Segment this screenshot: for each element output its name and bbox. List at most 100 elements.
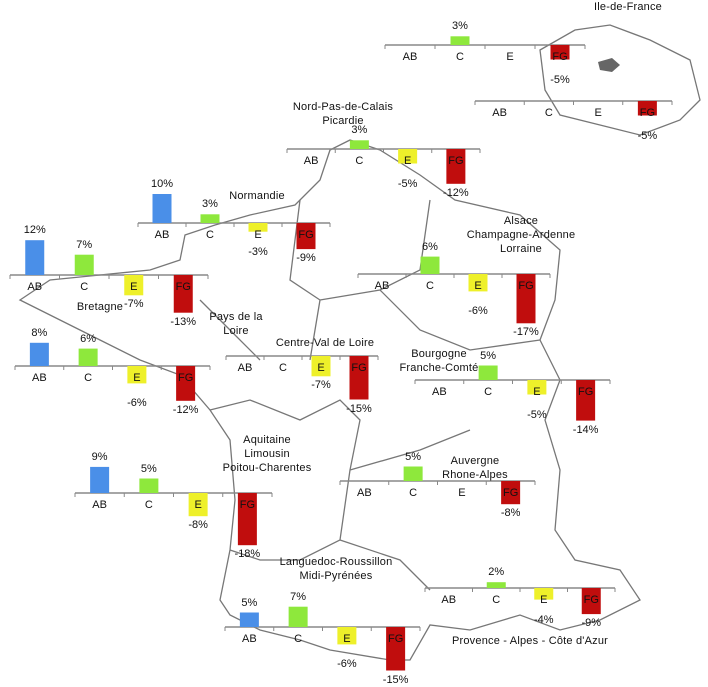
bar-E: [527, 380, 547, 395]
value-label: 5%: [405, 450, 422, 463]
value-label: 3%: [351, 124, 368, 137]
value-label: -7%: [123, 298, 144, 311]
value-label: -6%: [337, 658, 357, 671]
value-label: 7%: [76, 238, 93, 251]
value-label: 6%: [80, 332, 97, 345]
category-label: E: [533, 386, 541, 398]
chart-idf-1: [384, 36, 586, 60]
category-label: AB: [154, 229, 170, 241]
region-name: Languedoc-Roussillon Midi-Pyrénées: [279, 556, 393, 582]
category-label: E: [130, 281, 138, 293]
category-label: C: [279, 362, 287, 374]
category-label: C: [426, 280, 434, 292]
bar-AB: [29, 342, 49, 366]
value-label: -3%: [248, 245, 268, 258]
region-name: Auvergne Rhone-Alpes: [442, 455, 508, 481]
value-label: -5%: [637, 129, 658, 142]
bar-E: [127, 366, 147, 384]
category-label: FG: [239, 499, 256, 511]
region-name: Aquitaine Limousin Poitou-Charentes: [222, 434, 312, 474]
category-label: E: [506, 51, 514, 63]
bar-C: [200, 214, 220, 223]
chart-idf-2: [474, 100, 673, 116]
category-label: FG: [177, 372, 194, 384]
france-border: [18, 139, 641, 661]
category-label: E: [343, 633, 351, 645]
bar-FG: [516, 274, 536, 324]
bar-FG: [637, 101, 657, 116]
value-label: 12%: [23, 224, 46, 237]
region-borders: [199, 199, 541, 591]
paris-shape: [598, 58, 620, 72]
value-label: 8%: [31, 326, 48, 339]
value-label: 7%: [290, 590, 307, 603]
bar-E: [468, 274, 488, 292]
bar-FG: [446, 149, 466, 184]
category-label: AB: [32, 372, 47, 384]
value-label: 5%: [140, 462, 157, 475]
category-label: C: [492, 594, 501, 606]
bar-AB: [90, 466, 110, 493]
region-name: Bretagne: [76, 301, 124, 313]
value-label: -14%: [572, 423, 599, 436]
region-name: Provence - Alpes - Côte d'Azur: [451, 635, 609, 647]
chart-nord: [286, 140, 481, 184]
region-name: Ile-de-France: [593, 1, 662, 13]
category-label: E: [254, 229, 262, 241]
chart-pdl: [14, 342, 211, 401]
chart-lrmp: [224, 606, 421, 671]
chart-centre: [225, 355, 379, 400]
bar-C: [288, 606, 308, 627]
bar-AB: [25, 240, 45, 275]
value-label: -6%: [468, 305, 488, 318]
category-label: FG: [639, 107, 656, 119]
category-label: AB: [92, 499, 107, 511]
category-label: C: [84, 372, 93, 384]
category-label: E: [133, 372, 141, 384]
category-label: AB: [432, 386, 447, 398]
category-label: FG: [387, 633, 404, 645]
category-label: C: [544, 107, 553, 119]
value-label: 5%: [480, 349, 497, 362]
value-label: -12%: [172, 403, 199, 416]
bar-FG: [576, 380, 596, 421]
value-label: -5%: [550, 73, 570, 86]
value-label: 3%: [202, 198, 218, 211]
region-name: Alsace Champagne-Ardenne Lorraine: [466, 215, 576, 255]
category-label: FG: [448, 155, 464, 167]
category-label: E: [540, 594, 548, 606]
bar-C: [420, 256, 440, 274]
bar-FG: [237, 493, 257, 546]
category-label: C: [294, 633, 303, 645]
region-name: Pays de la Loire: [209, 311, 263, 337]
value-label: -8%: [188, 519, 208, 532]
chart-alpc: [74, 466, 273, 546]
value-label: -12%: [443, 186, 469, 199]
value-label: 3%: [452, 20, 468, 33]
chart-normandie: [137, 194, 331, 250]
category-label: E: [594, 107, 602, 119]
category-label: AB: [237, 362, 253, 374]
chart-paca: [424, 582, 616, 615]
category-label: FG: [298, 229, 314, 241]
bar-FG: [501, 481, 521, 505]
bar-E: [534, 588, 554, 600]
category-label: AB: [374, 280, 390, 292]
category-label: FG: [583, 594, 599, 606]
bar-E: [124, 275, 144, 296]
value-label: -18%: [234, 548, 261, 561]
bar-FG: [296, 223, 316, 250]
bar-AB: [239, 612, 259, 627]
value-label: 6%: [422, 240, 438, 253]
bar-E: [188, 493, 208, 517]
bar-FG: [386, 627, 406, 671]
chart-bretagne: [9, 240, 209, 313]
value-label: -15%: [382, 673, 409, 686]
value-label: -9%: [296, 252, 316, 265]
region-name: Normandie: [229, 190, 285, 202]
bar-C: [486, 582, 506, 588]
bar-FG: [176, 366, 196, 401]
value-label: 5%: [241, 596, 258, 609]
value-label: -15%: [346, 402, 372, 415]
chart-ara: [339, 466, 536, 505]
